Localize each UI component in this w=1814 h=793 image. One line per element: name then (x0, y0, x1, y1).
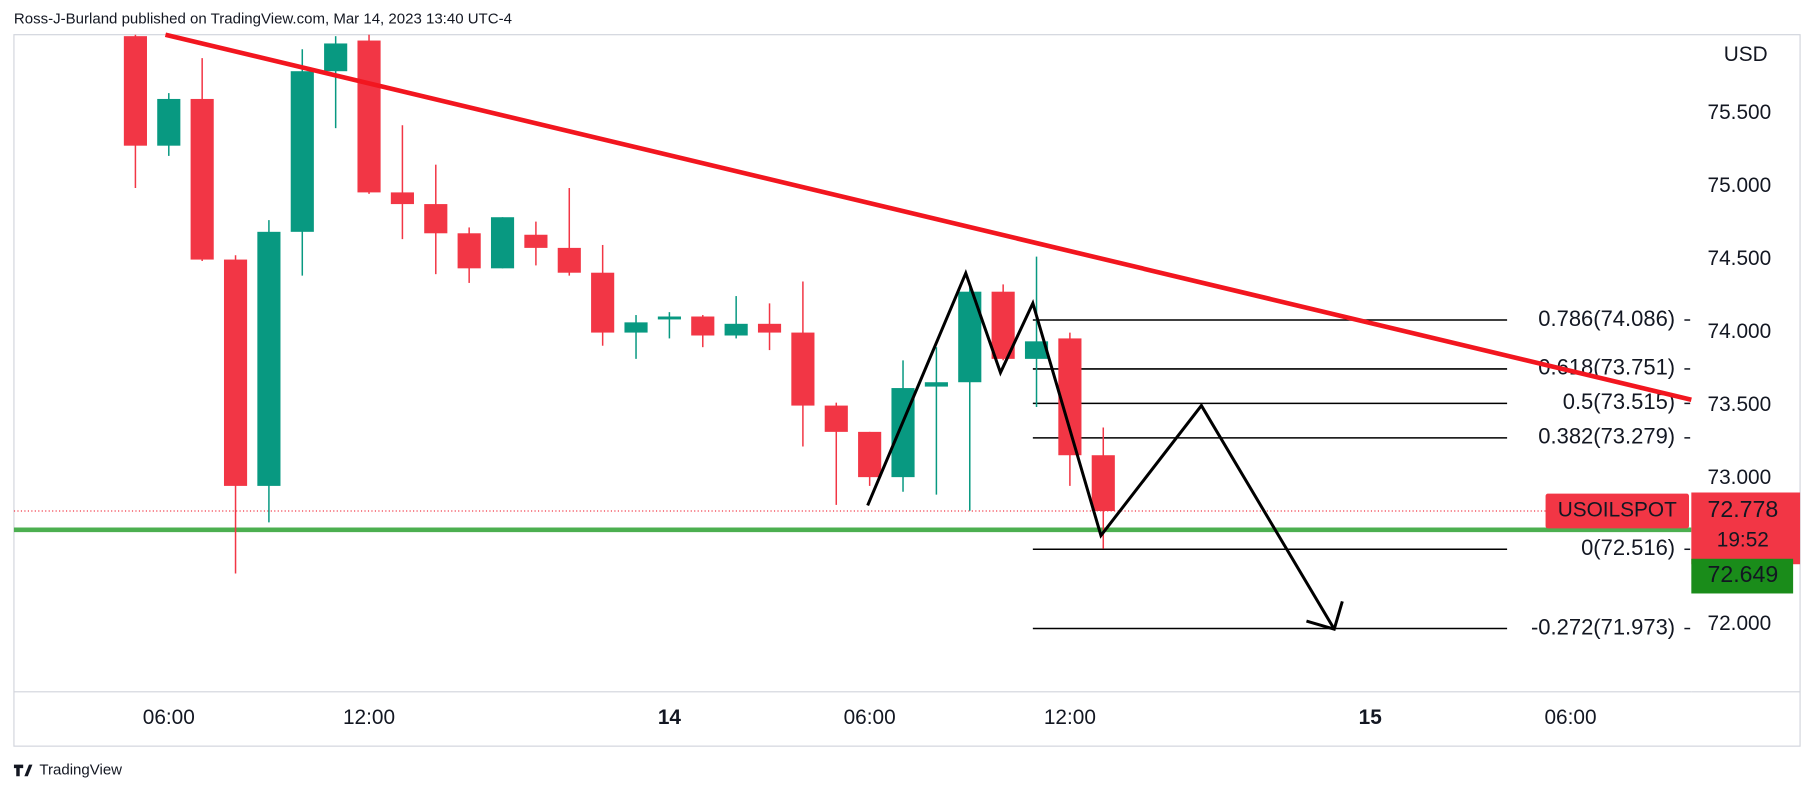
symbol-box (1545, 493, 1690, 529)
fib-label-bg (1510, 615, 1676, 642)
support-label: 72.649 (1708, 561, 1779, 587)
last-price-box (1691, 492, 1801, 565)
y-tick-label: 74.500 (1708, 247, 1772, 270)
candle-body (757, 323, 782, 333)
y-tick-label: 74.000 (1708, 320, 1772, 343)
candle-body (223, 259, 248, 486)
fib-label: 0.382(73.279) (1538, 424, 1675, 449)
x-tick-label: 06:00 (143, 706, 195, 729)
candle-body (824, 405, 848, 432)
candle-body (557, 247, 581, 273)
candle-body (290, 71, 314, 232)
candle-body (390, 192, 414, 205)
candle-body (357, 40, 381, 193)
candle-body (1058, 338, 1082, 456)
x-tick-label: 12:00 (1044, 706, 1096, 729)
candle-body (691, 316, 715, 336)
x-tick-label: 06:00 (1544, 706, 1596, 729)
fib-label-bg (1510, 307, 1676, 333)
fib-label: -0.272(71.973) (1531, 614, 1675, 639)
arrow-head (1306, 600, 1344, 632)
candle-body (490, 217, 515, 269)
y-tick-label: 73.500 (1708, 393, 1772, 416)
candle-body (1024, 341, 1049, 359)
trendline (164, 32, 1692, 402)
y-tick-label: 72.000 (1708, 612, 1772, 635)
candle-body (924, 382, 948, 387)
fib-label: 0(72.516) (1581, 535, 1675, 560)
y-tick-label: 75.500 (1708, 101, 1772, 124)
x-tick-label: 12:00 (343, 706, 395, 729)
frame (13, 34, 1801, 747)
x-tick-label: 14 (658, 706, 682, 729)
y-tick-label: 75.000 (1708, 174, 1772, 197)
last-price-label: 72.778 (1708, 496, 1779, 522)
candle-body (424, 204, 448, 234)
candle-body (958, 291, 982, 383)
countdown-label: 19:52 (1717, 529, 1769, 552)
candle-body (524, 234, 548, 248)
candle-body (1091, 455, 1115, 512)
candle-body (791, 332, 815, 406)
candle-body (991, 291, 1015, 359)
fib-label: 0.786(74.086) (1538, 306, 1675, 331)
candle-body (324, 43, 348, 72)
x-tick-label: 06:00 (844, 706, 896, 729)
support-box (1691, 558, 1794, 594)
candle-body (190, 98, 214, 260)
fib-label-bg (1510, 425, 1676, 451)
symbol-label: USOILSPOT (1558, 499, 1677, 522)
y-tick-label: 73.000 (1708, 466, 1772, 489)
candle-body (624, 322, 648, 333)
fib-label-bg (1510, 536, 1676, 562)
candle-body (858, 431, 882, 478)
candle-body (724, 323, 748, 336)
x-tick-label: 15 (1359, 706, 1382, 729)
fib-label-bg (1510, 390, 1676, 417)
header: Ross-J-Burland published on TradingView.… (14, 11, 512, 28)
candle-body (457, 233, 481, 269)
candle-body (257, 231, 281, 486)
pattern-line (866, 268, 1336, 630)
currency: USD (1724, 43, 1768, 66)
candle-body (591, 272, 615, 333)
footer-brand: TradingView (39, 761, 122, 778)
candle-body (657, 316, 681, 320)
candle-body (123, 36, 147, 146)
candle-body (157, 98, 181, 146)
